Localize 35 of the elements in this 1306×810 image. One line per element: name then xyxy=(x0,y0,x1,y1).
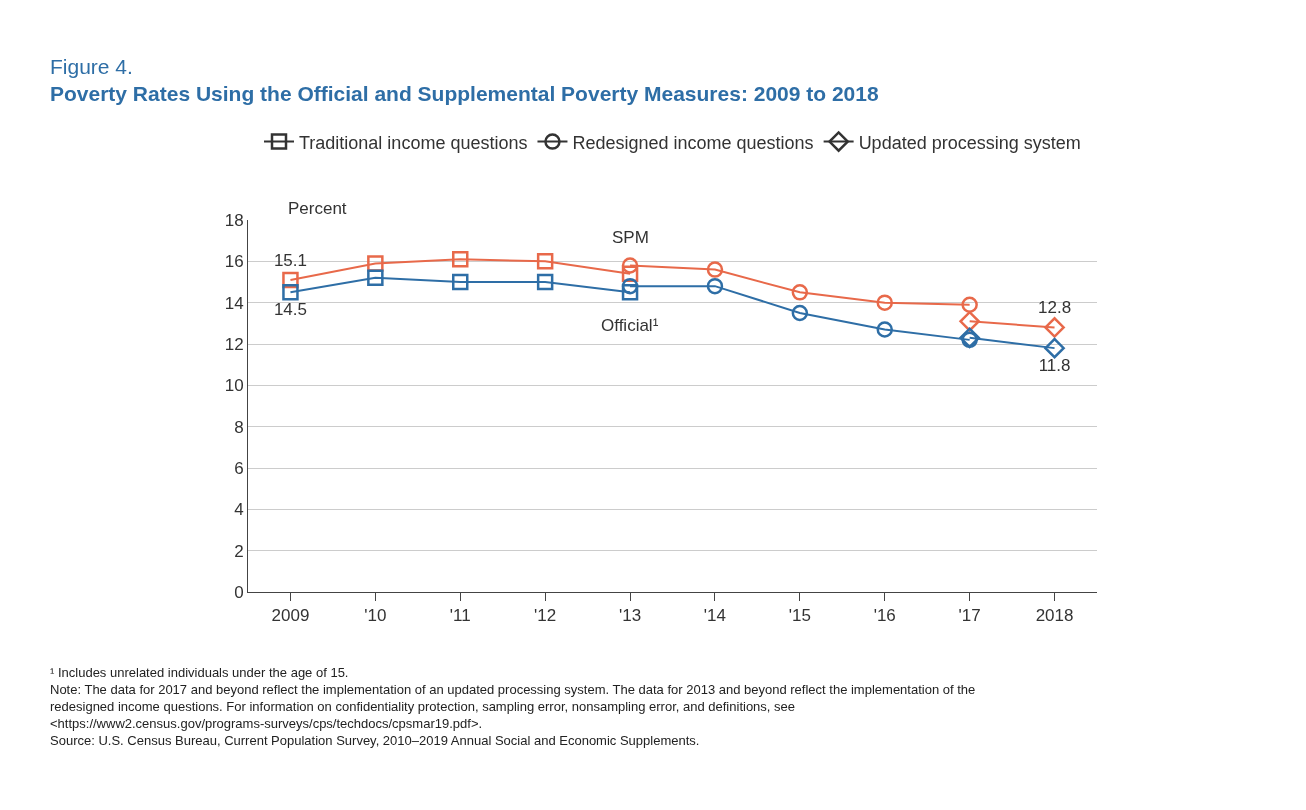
x-tick-label: '17 xyxy=(958,606,981,626)
chart-subtitle: Poverty Rates Using the Official and Supplemental Poverty Measures: 2009 to 2018 xyxy=(50,82,879,106)
x-tick-label: '10 xyxy=(364,606,387,626)
x-tick-label: '15 xyxy=(788,606,811,626)
y-tick-label: 12 xyxy=(224,334,244,354)
y-tick-label: 10 xyxy=(224,376,244,396)
y-tick-label: 6 xyxy=(234,458,244,478)
source-note: Source: U.S. Census Bureau, Current Population Survey, 2010–2019 Annual Social and Economic Supplements. xyxy=(50,732,700,748)
x-tick-label: '16 xyxy=(873,606,896,626)
y-tick-label: 16 xyxy=(224,252,244,272)
x-tick-label: '13 xyxy=(618,606,642,626)
annotation: SPM xyxy=(612,228,649,247)
y-tick-label: 4 xyxy=(234,500,244,520)
x-tick-label: '11 xyxy=(449,606,471,626)
x-tick-label: '12 xyxy=(534,606,557,626)
data-label: 14.5 xyxy=(273,299,307,319)
y-tick-label: 14 xyxy=(224,293,244,313)
data-label: 11.8 xyxy=(1038,355,1071,375)
data-label: 12.8 xyxy=(1038,298,1072,318)
y-tick-label: 8 xyxy=(234,417,244,437)
annotation: Official¹ xyxy=(601,316,659,335)
x-tick-label: '14 xyxy=(703,606,727,626)
text: ¹ Includes unrelated individuals under the age of 15. xyxy=(50,665,349,680)
y-tick-label: 0 xyxy=(234,582,244,602)
text: Note: The data for 2017 and beyond reflect the implementation of an updated processing system. The data for 2013 and beyond reflect the implementation of the redesigned income questions. For information on confidentiality protection, sampling error, nonsampling error, and definitions, see <https://www2.census.gov/programs-surveys/cps/techdocs/cpsmar19.pdf>. xyxy=(50,681,976,731)
x-tick-label: 2009 xyxy=(271,606,310,626)
y-tick-label: 2 xyxy=(234,541,244,561)
x-tick-label: 2018 xyxy=(1035,606,1074,626)
data-label: 15.1 xyxy=(273,250,307,270)
y-axis-title: Percent xyxy=(288,199,347,218)
chart-title: Figure 4. xyxy=(50,55,133,78)
y-tick-label: 18 xyxy=(224,210,244,230)
legend-label: Redesigned income questions xyxy=(572,132,814,153)
legend-label: Traditional income questions xyxy=(299,132,528,153)
legend-label: Updated processing system xyxy=(858,132,1081,153)
